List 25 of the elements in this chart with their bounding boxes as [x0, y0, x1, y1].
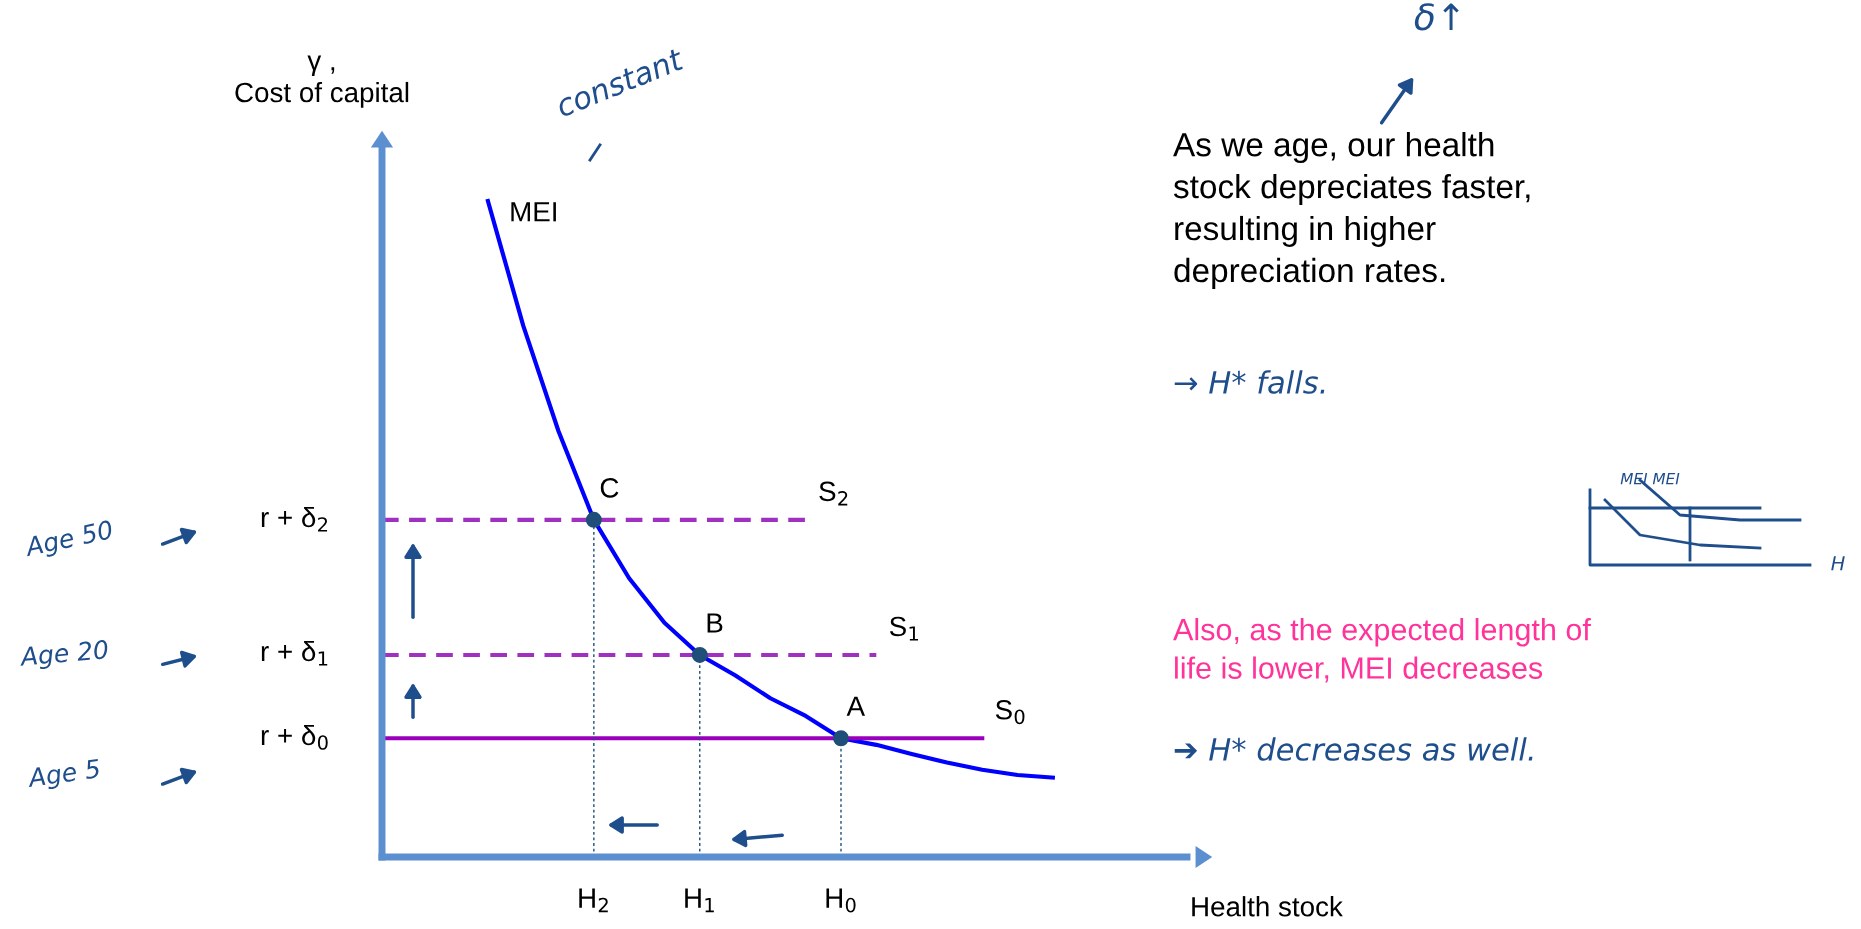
series-label: S$_{2}$: [819, 481, 848, 506]
text: r + δ$_{1}$: [261, 640, 328, 666]
text: δ↑: [1414, 3, 1459, 31]
series-label: MEI: [511, 202, 556, 222]
series-label: S$_{0}$: [995, 699, 1025, 725]
series-label: S$_{1}$: [889, 616, 919, 641]
annotation: B: [707, 613, 723, 633]
annotation: A: [846, 696, 866, 716]
x-tick-label: H$_{2}$: [579, 888, 608, 913]
text: r + δ$_{2}$: [261, 506, 328, 532]
text: MEI MEI: [1620, 473, 1680, 485]
x-tick-label: H$_{0}$: [826, 888, 856, 913]
text: Also, as the expected length of life is lower, MEI decreases: [1173, 618, 1591, 683]
text: → H* falls.: [1174, 370, 1325, 394]
x-axis-title: Health stock: [1192, 896, 1343, 917]
text: ➔ H* decreases as well.: [1174, 737, 1533, 761]
text: H: [1831, 556, 1845, 571]
x-tick-label: H$_{1}$: [685, 888, 714, 913]
annotation: C: [600, 478, 619, 498]
text: r + δ$_{0}$: [261, 724, 328, 750]
text: Age 20: [18, 639, 109, 672]
text: Age 5: [26, 758, 102, 793]
text: As we age, our health stock depreciates faster, resulting in higher depreciation rates.: [1173, 132, 1530, 289]
y-axis-title: γ , Cost of capital: [235, 55, 409, 108]
text: Age 50: [23, 519, 115, 562]
